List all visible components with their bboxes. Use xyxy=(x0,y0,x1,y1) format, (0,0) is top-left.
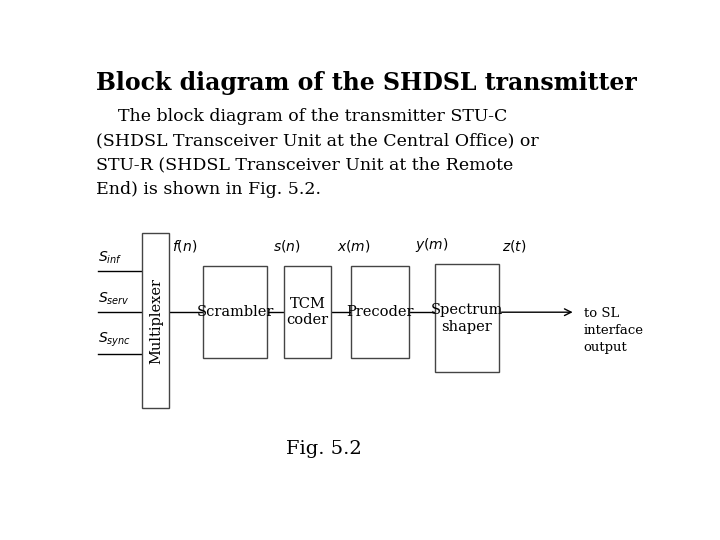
Text: $S_{\mathit{sync}}$: $S_{\mathit{sync}}$ xyxy=(99,330,131,349)
Text: End) is shown in Fig. 5.2.: End) is shown in Fig. 5.2. xyxy=(96,181,320,198)
Text: $s(n)$: $s(n)$ xyxy=(273,238,300,254)
Bar xyxy=(435,265,499,373)
Bar xyxy=(143,233,169,408)
Text: The block diagram of the transmitter STU-C: The block diagram of the transmitter STU… xyxy=(96,109,507,125)
Text: $S_{\mathit{serv}}$: $S_{\mathit{serv}}$ xyxy=(99,291,130,307)
Text: Spectrum
shaper: Spectrum shaper xyxy=(431,303,503,334)
Text: Fig. 5.2: Fig. 5.2 xyxy=(287,440,362,458)
Text: STU-R (SHDSL Transceiver Unit at the Remote: STU-R (SHDSL Transceiver Unit at the Rem… xyxy=(96,157,513,174)
Text: (SHDSL Transceiver Unit at the Central Office) or: (SHDSL Transceiver Unit at the Central O… xyxy=(96,133,539,150)
Text: Block diagram of the SHDSL transmitter: Block diagram of the SHDSL transmitter xyxy=(96,71,636,95)
Text: to SL
interface
output: to SL interface output xyxy=(584,307,644,354)
Text: Multiplexer: Multiplexer xyxy=(149,278,163,363)
Text: Scrambler: Scrambler xyxy=(197,305,274,319)
Bar xyxy=(284,266,331,358)
Text: $x(m)$: $x(m)$ xyxy=(337,238,371,254)
Text: $S_{\mathit{inf}}$: $S_{\mathit{inf}}$ xyxy=(99,249,122,266)
Bar xyxy=(351,266,410,358)
Bar xyxy=(203,266,267,358)
Text: TCM
coder: TCM coder xyxy=(287,297,329,327)
Text: $y(m)$: $y(m)$ xyxy=(415,236,449,254)
Text: Precoder: Precoder xyxy=(346,305,414,319)
Text: $z(t)$: $z(t)$ xyxy=(502,238,526,254)
Text: $f(n)$: $f(n)$ xyxy=(172,238,197,254)
